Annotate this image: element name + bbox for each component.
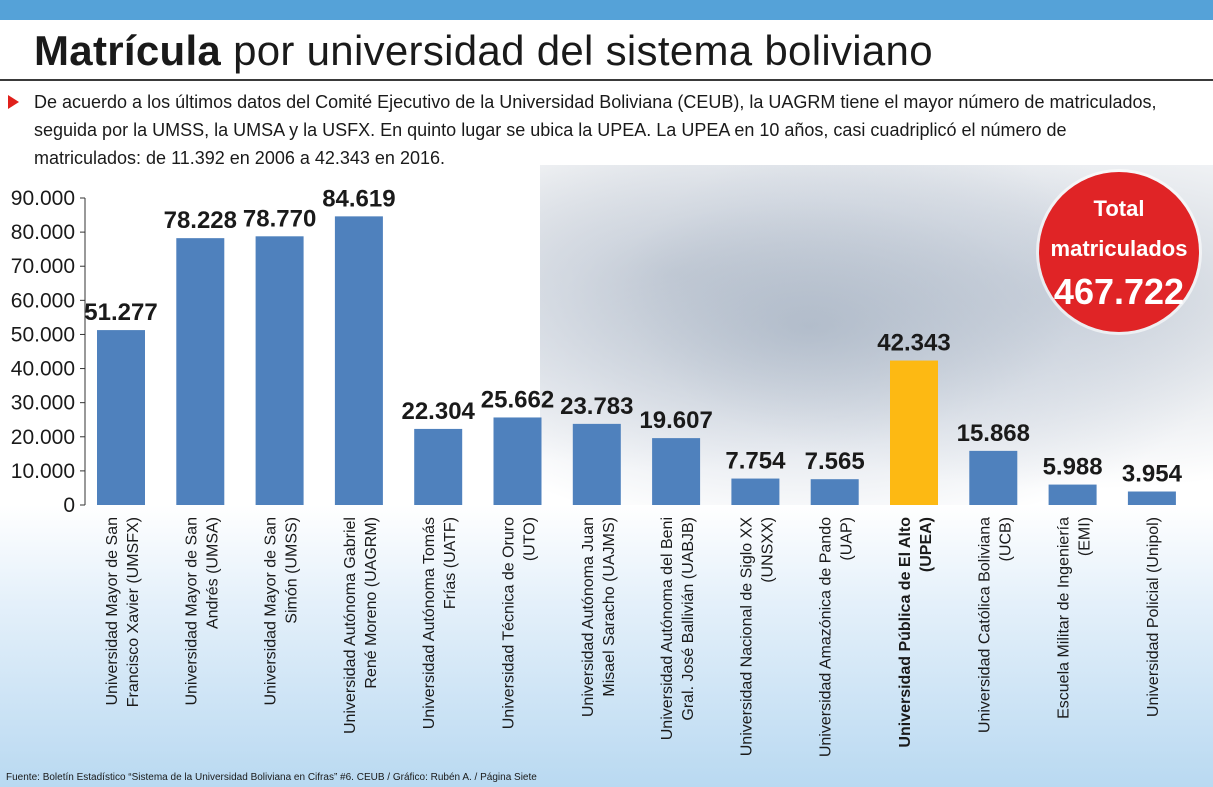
category-label-line: Simón (UMSS) [284, 517, 301, 624]
value-label: 78.770 [243, 205, 316, 232]
y-tick-label: 50.000 [11, 323, 75, 346]
y-tick-label: 60.000 [11, 289, 75, 312]
value-label: 15.868 [957, 420, 1030, 447]
value-label: 42.343 [877, 330, 950, 357]
total-badge: Total matriculados 467.722 [1039, 172, 1199, 332]
category-label-line: Universidad Pública de El Alto [897, 517, 914, 748]
category-label-line: Universidad Policial (Unipol) [1145, 517, 1162, 717]
category-label: Universidad Autónoma Tomás Frías (UATF) [421, 517, 459, 729]
category-label-line: (EMI) [1077, 517, 1094, 556]
category-label: Universidad Mayor de San Andrés (UMSA) [183, 517, 221, 706]
y-tick-label: 90.000 [11, 187, 75, 210]
category-label-line: (UTO) [522, 517, 539, 561]
bar [176, 238, 225, 506]
category-label: Universidad Mayor de San Francisco Xavier… [104, 517, 142, 707]
bar [890, 360, 938, 505]
category-label-line: Universidad Mayor de San [104, 517, 121, 706]
category-label-line: Escuela Militar de Ingeniería [1056, 517, 1073, 719]
bullet-triangle-icon [8, 95, 19, 109]
y-tick-label: 10.000 [11, 460, 75, 483]
category-label: Universidad Autónoma Gabriel René Moreno … [342, 517, 380, 734]
category-label-line: Universidad Nacional de Siglo XX [738, 517, 755, 757]
category-label-line: Francisco Xavier (UMSFX) [125, 517, 142, 707]
y-tick-label: 40.000 [11, 358, 75, 381]
category-label-line: Gral. José Ballivián (UABJB) [680, 517, 697, 721]
bar [414, 428, 463, 505]
value-label: 7.754 [725, 448, 786, 475]
y-tick-label: 80.000 [11, 221, 75, 244]
bar [969, 450, 1018, 505]
category-label-line: (UAP) [839, 517, 856, 561]
intro-paragraph: De acuerdo a los últimos datos del Comit… [34, 92, 1157, 168]
source-note: Fuente: Boletín Estadístico “Sistema de … [6, 772, 537, 783]
category-label-line: Andrés (UMSA) [204, 517, 221, 629]
category-label: Universidad Amazónica de Pando (UAP) [818, 517, 856, 757]
category-label: Universidad Autónoma Juan Misael Saracho … [580, 517, 618, 717]
category-label-line: Universidad Católica Boliviana [976, 517, 993, 733]
value-label: 5.988 [1043, 454, 1103, 481]
y-axis: 0 10.000 20.000 30.000 40.000 50.000 60.000 70.… [11, 187, 86, 517]
value-label: 19.607 [639, 407, 712, 434]
bar [731, 478, 780, 505]
page-title: Matrícula por universidad del sistema bo… [34, 27, 933, 74]
category-label: Universidad Técnica de Oruro (UTO) [501, 517, 539, 729]
category-labels: Universidad Mayor de San Francisco Xavier… [104, 517, 1162, 757]
bar [334, 216, 383, 505]
bar [652, 438, 701, 505]
category-label: Universidad Autónoma del Beni Gral. José … [659, 517, 697, 740]
total-label: Total [1093, 196, 1145, 221]
value-label: 3.954 [1122, 461, 1183, 488]
category-label-line: Frías (UATF) [442, 517, 459, 609]
category-label-line: Universidad Mayor de San [263, 517, 280, 706]
bars [97, 216, 1176, 506]
bar [97, 330, 145, 505]
category-label: Universidad Pública de El Alto (UPEA) [897, 517, 935, 748]
category-label-line: Misael Saracho (UAJMS) [601, 517, 618, 697]
category-label: Universidad Católica Boliviana (UCB) [976, 517, 1014, 733]
category-label-line: (UCB) [997, 517, 1014, 561]
value-label: 51.277 [84, 299, 157, 326]
category-label-line: Universidad Autónoma del Beni [659, 517, 676, 740]
y-tick-label: 0 [63, 494, 75, 517]
category-label: Escuela Militar de Ingeniería (EMI) [1056, 517, 1094, 719]
value-label: 84.619 [322, 185, 395, 212]
category-label: Universidad Nacional de Siglo XX (UNSXX) [738, 517, 776, 757]
category-label: Universidad Policial (Unipol) [1145, 517, 1162, 717]
category-label-line: Universidad Autónoma Tomás [421, 517, 438, 729]
total-value: 467.722 [1053, 271, 1185, 312]
category-label-line: (UPEA) [918, 517, 935, 572]
bar [1127, 491, 1176, 505]
bar [493, 417, 542, 505]
category-label-line: Universidad Técnica de Oruro [501, 517, 518, 729]
bar [810, 479, 859, 505]
top-band [0, 0, 1213, 20]
bar [572, 423, 621, 505]
category-label-line: Universidad Autónoma Gabriel [342, 517, 359, 734]
category-label-line: Universidad Amazónica de Pando [818, 517, 835, 757]
bar [1048, 484, 1097, 505]
bar [255, 236, 304, 506]
value-label: 7.565 [805, 448, 865, 475]
y-tick-label: 70.000 [11, 255, 75, 278]
total-sublabel: matriculados [1050, 236, 1188, 261]
value-label: 78.228 [164, 207, 237, 234]
category-label-line: René Moreno (UAGRM) [363, 517, 380, 689]
category-label-line: (UNSXX) [759, 517, 776, 583]
y-tick-label: 30.000 [11, 392, 75, 415]
category-label: Universidad Mayor de San Simón (UMSS) [263, 517, 301, 706]
value-label: 25.662 [481, 386, 554, 413]
category-label-line: Universidad Mayor de San [183, 517, 200, 706]
category-label-line: Universidad Autónoma Juan [580, 517, 597, 717]
y-tick-label: 20.000 [11, 426, 75, 449]
title-divider [0, 79, 1213, 81]
bottom-gradient [0, 505, 1213, 787]
value-label: 22.304 [401, 398, 475, 425]
value-label: 23.783 [560, 393, 633, 420]
